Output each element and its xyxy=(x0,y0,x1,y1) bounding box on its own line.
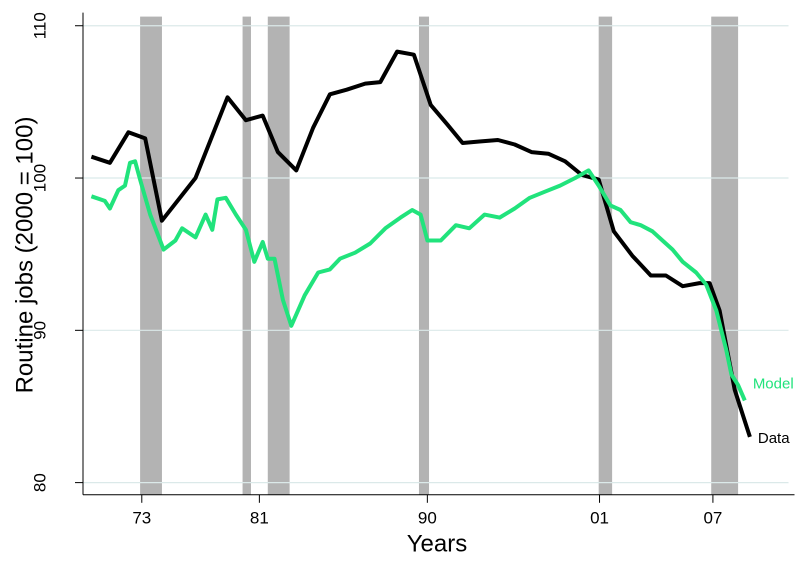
y-tick-label: 90 xyxy=(30,321,49,340)
x-tick-label: 07 xyxy=(703,508,722,527)
x-tick-label: 73 xyxy=(132,508,151,527)
y-tick-label: 80 xyxy=(30,473,49,492)
recession-band xyxy=(140,16,162,495)
series-line xyxy=(90,49,752,438)
recession-band xyxy=(711,16,739,495)
x-axis-label: Years xyxy=(407,530,468,557)
y-tick-label: 110 xyxy=(30,12,49,39)
y-axis-label: Routine jobs (2000 = 100) xyxy=(11,117,38,394)
series-line xyxy=(90,159,747,402)
x-tick-label: 90 xyxy=(418,508,437,527)
recession-band xyxy=(267,16,290,495)
recession-band xyxy=(598,16,613,495)
recession-band xyxy=(242,16,251,495)
y-tick-label: 100 xyxy=(30,164,49,192)
recession-band xyxy=(418,16,430,495)
series-label: Data xyxy=(758,430,790,447)
series-label: Model xyxy=(753,375,794,392)
x-tick-label: 81 xyxy=(250,508,269,527)
x-tick-label: 01 xyxy=(590,508,609,527)
